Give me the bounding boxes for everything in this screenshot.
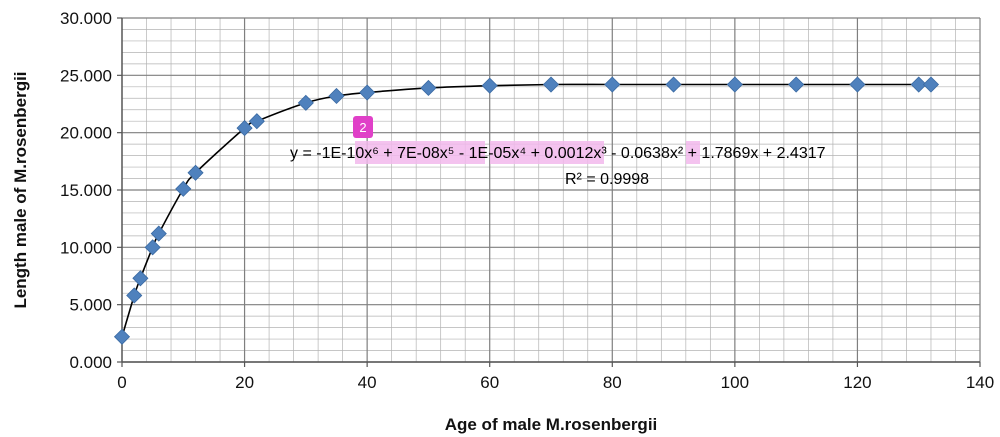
annotation-badge-number: 2: [359, 120, 366, 135]
data-point: [922, 76, 940, 93]
data-point: [150, 225, 167, 242]
tick-labels: 0 20 40 60 80 100 120 140 0.000 5.000 10.000 15.000…: [60, 9, 994, 392]
data-point: [604, 76, 621, 93]
y-tick-label: 30.000: [60, 9, 112, 28]
y-tick-label: 20.000: [60, 124, 112, 143]
data-point: [175, 180, 192, 197]
data-point: [248, 113, 265, 130]
data-point: [420, 79, 437, 97]
equation-highlights: [355, 141, 700, 164]
x-axis-title: Age of male M.rosenbergii: [445, 415, 658, 434]
trendline: [121, 83, 931, 338]
y-tick-label: 5.000: [69, 296, 112, 315]
axes: [117, 17, 981, 367]
y-axis-title: Length male of M.rosenbergii: [11, 71, 30, 308]
data-point: [113, 328, 131, 345]
x-tick-label: 60: [480, 373, 499, 392]
y-tick-label: 10.000: [60, 238, 112, 257]
equation-highlight: [355, 141, 485, 164]
data-point: [126, 287, 143, 304]
x-tick-label: 0: [117, 373, 126, 392]
data-point: [144, 239, 161, 256]
y-tick-label: 0.000: [69, 353, 112, 372]
data-point: [542, 76, 560, 93]
data-point: [297, 94, 314, 111]
data-point: [849, 76, 866, 93]
data-point: [910, 76, 927, 93]
x-tick-label: 140: [966, 373, 994, 392]
r-squared: R² = 0.9998: [565, 171, 649, 188]
trendline-equation: y = -1E-10x⁶ + 7E-08x⁵ - 1E-05x⁴ + 0.001…: [290, 145, 826, 162]
x-tick-label: 80: [603, 373, 622, 392]
x-tick-label: 20: [235, 373, 254, 392]
data-point: [665, 76, 682, 93]
data-point: [328, 87, 345, 105]
data-point: [132, 270, 149, 287]
data-point: [236, 120, 253, 137]
equation-highlight: [490, 141, 604, 164]
data-point: [788, 76, 805, 93]
equation-highlight: [686, 141, 700, 164]
data-point: [481, 77, 498, 94]
data-point: [187, 164, 204, 181]
y-tick-label: 15.000: [60, 181, 112, 200]
annotation-badge-box: [353, 116, 373, 138]
data-point: [726, 76, 743, 93]
data-points: [113, 76, 940, 345]
data-point: [359, 84, 376, 101]
x-tick-label: 40: [358, 373, 377, 392]
y-tick-label: 25.000: [60, 66, 112, 85]
x-tick-label: 100: [721, 373, 749, 392]
annotation-badge: 2: [353, 116, 373, 138]
x-tick-label: 120: [843, 373, 871, 392]
